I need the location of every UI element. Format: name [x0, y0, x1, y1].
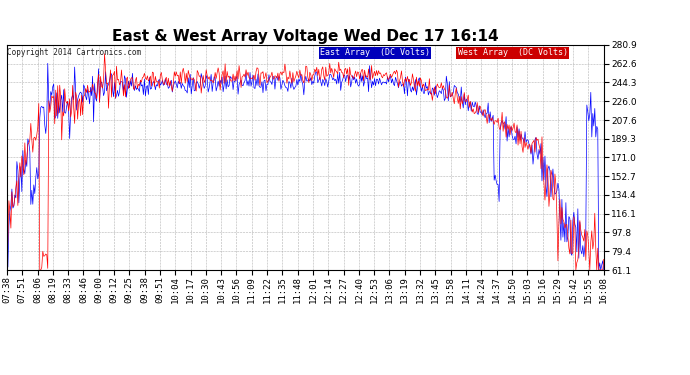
Text: East Array  (DC Volts): East Array (DC Volts)	[320, 48, 431, 57]
Title: East & West Array Voltage Wed Dec 17 16:14: East & West Array Voltage Wed Dec 17 16:…	[112, 29, 499, 44]
Text: West Array  (DC Volts): West Array (DC Volts)	[457, 48, 567, 57]
Text: Copyright 2014 Cartronics.com: Copyright 2014 Cartronics.com	[8, 48, 141, 57]
